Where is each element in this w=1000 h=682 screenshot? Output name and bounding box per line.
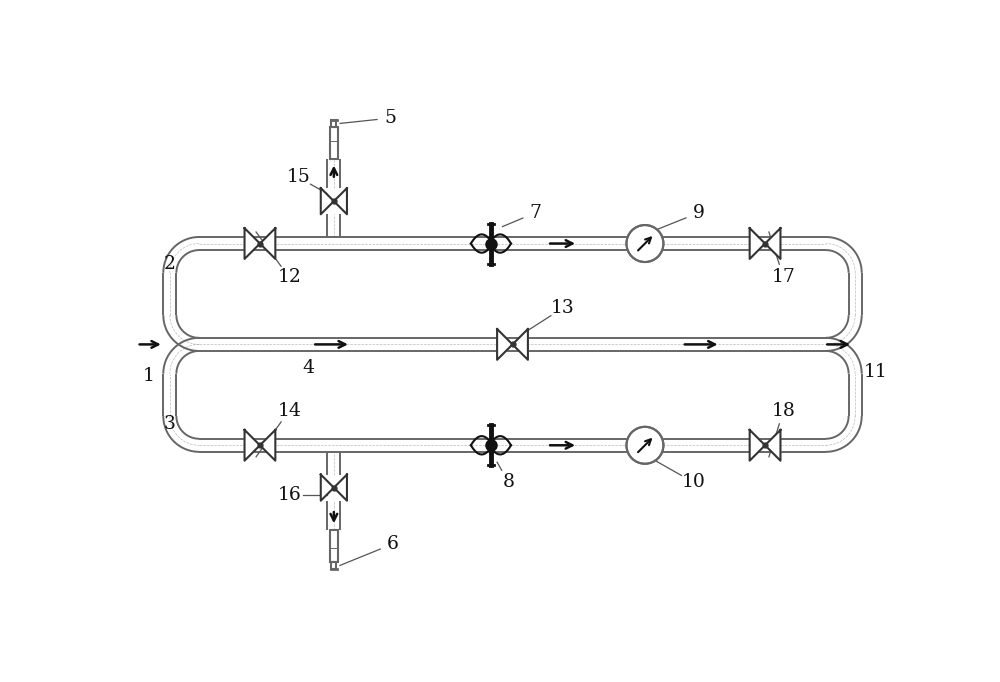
Polygon shape: [497, 329, 512, 360]
Text: 14: 14: [277, 402, 301, 419]
Circle shape: [626, 427, 663, 464]
Text: 16: 16: [277, 486, 301, 504]
Polygon shape: [260, 228, 275, 259]
Text: 15: 15: [287, 168, 310, 186]
Polygon shape: [512, 329, 528, 360]
Polygon shape: [245, 228, 260, 259]
Polygon shape: [334, 188, 347, 214]
Text: 12: 12: [277, 269, 301, 286]
Polygon shape: [750, 430, 765, 460]
Circle shape: [626, 225, 663, 262]
Text: 8: 8: [503, 473, 515, 491]
Text: 18: 18: [772, 402, 795, 419]
Text: 11: 11: [864, 363, 888, 381]
Text: 6: 6: [387, 535, 399, 553]
Bar: [331, 119, 336, 126]
Polygon shape: [750, 228, 765, 259]
Text: 17: 17: [772, 269, 795, 286]
Text: 10: 10: [682, 473, 705, 491]
Text: 4: 4: [302, 359, 314, 377]
Bar: [331, 563, 336, 569]
Polygon shape: [765, 228, 780, 259]
Text: 2: 2: [164, 255, 176, 273]
Text: 13: 13: [551, 299, 574, 317]
Text: 7: 7: [530, 204, 542, 222]
Bar: [330, 530, 338, 563]
Text: 9: 9: [693, 204, 705, 222]
Polygon shape: [334, 475, 347, 501]
Text: 5: 5: [385, 109, 397, 127]
Polygon shape: [765, 430, 780, 460]
Polygon shape: [321, 475, 334, 501]
Text: 1: 1: [142, 367, 154, 385]
Polygon shape: [245, 430, 260, 460]
Text: 3: 3: [164, 415, 176, 432]
Bar: [330, 126, 338, 159]
Polygon shape: [321, 188, 334, 214]
Polygon shape: [260, 430, 275, 460]
